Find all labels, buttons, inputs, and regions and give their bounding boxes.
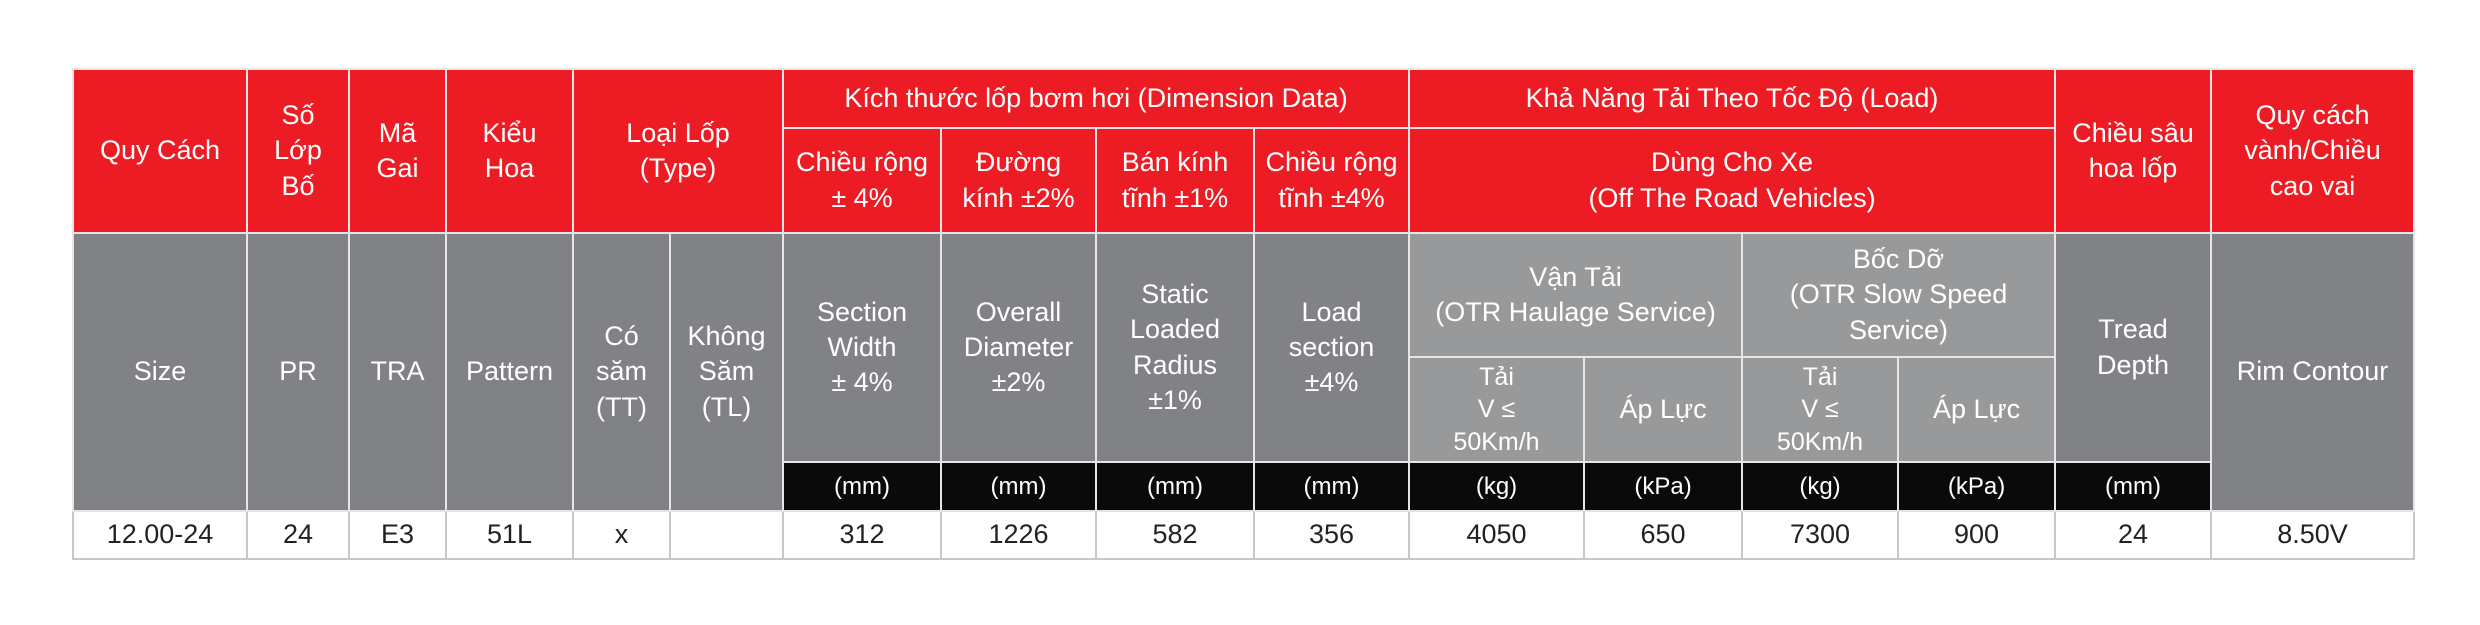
header-cell: Pattern [445,232,574,512]
header-cell: Bán kính tĩnh ±1% [1095,127,1256,234]
header-cell: Loại Lốp (Type) [571,68,785,234]
data-cell: 24 [246,510,350,560]
header-cell: Load section ±4% [1253,232,1411,463]
header-cell: (kg) [1741,461,1900,512]
header-cell: Có săm (TT) [572,232,671,512]
header-cell: (mm) [1095,461,1256,512]
header-cell: Áp Lực [1897,356,2057,463]
header-cell: Tải V ≤ 50Km/h [1408,356,1586,463]
header-cell: Đường kính ±2% [940,127,1098,234]
table-row: Size PR TRA Pattern Có săm (TT) Không Săm (TL… [72,232,2416,512]
data-cell: 12.00-24 [72,510,248,560]
header-cell: Overall Diameter ±2% [940,232,1098,463]
table-row: 12.00-24 24 E3 51L x 312 1226 582 356 4050 650 7300… [72,510,2416,560]
table-row: Quy Cách Số Lớp Bố Mã Gai Kiểu Hoa Loại Lốp … [72,68,2416,234]
header-cell: (kPa) [1897,461,2057,512]
header-cell: Section Width ± 4% [782,232,943,463]
table-row: Chiều rộng ± 4% Đường kính ±2% Bán kính tĩ… [73,127,2414,234]
header-cell: (mm) [2054,461,2213,512]
header-cell: Kiểu Hoa [445,68,574,234]
data-cell: 51L [445,510,574,560]
data-cell: 8.50V [2210,510,2416,560]
header-cell: (kg) [1408,461,1586,512]
data-cell [668,510,785,560]
header-cell: TRA [348,232,447,512]
header-cell: PR [246,232,350,512]
data-cell: 900 [1897,510,2057,560]
data-cell: 4050 [1408,510,1586,560]
header-cell: Bốc Dỡ (OTR Slow Speed Service) [1741,232,2057,358]
header-cell: Không Săm (TL) [668,232,785,512]
data-cell: 7300 [1741,510,1900,560]
header-cell: Chiều sâu hoa lốp [2054,68,2213,234]
header-cell: Kích thước lốp bơm hơi (Dimension Data) [782,68,1411,129]
header-cell: (kPa) [1583,461,1744,512]
data-cell: E3 [348,510,447,560]
data-cell: 24 [2054,510,2213,560]
data-cell: 582 [1095,510,1256,560]
data-cell: 312 [782,510,943,560]
header-cell: (mm) [782,461,943,512]
header-cell: Quy cách vành/Chiều cao vai [2210,68,2416,234]
table-row: Tải V ≤ 50Km/h Áp Lực Tải V ≤ 50Km/h Áp Lực [73,356,2414,463]
data-cell: 356 [1253,510,1411,560]
header-cell: (mm) [940,461,1098,512]
header-cell: Static Loaded Radius ±1% [1095,232,1256,463]
header-cell: Chiều rộng tĩnh ±4% [1253,127,1411,234]
table-body: Quy Cách Số Lớp Bố Mã Gai Kiểu Hoa Loại Lốp … [72,68,2416,560]
header-cell: Rim Contour [2210,232,2416,512]
header-cell: (mm) [1253,461,1411,512]
table-row: (mm) (mm) (mm) (mm) (kg) (kPa) (kg) (kPa) (mm) [73,461,2414,512]
header-cell: Vận Tải (OTR Haulage Service) [1408,232,1744,358]
data-cell: 1226 [940,510,1098,560]
header-cell: Áp Lực [1583,356,1744,463]
data-cell: x [572,510,671,560]
header-cell: Khả Năng Tải Theo Tốc Độ (Load) [1408,68,2057,129]
header-cell: Mã Gai [348,68,447,234]
header-cell: Size [72,232,248,512]
spec-table: Quy Cách Số Lớp Bố Mã Gai Kiểu Hoa Loại Lốp … [72,68,2416,560]
header-cell: Tread Depth [2054,232,2213,463]
header-cell: Tải V ≤ 50Km/h [1741,356,1900,463]
header-cell: Quy Cách [72,68,248,234]
header-cell: Số Lớp Bố [246,68,350,234]
header-cell: Dùng Cho Xe (Off The Road Vehicles) [1408,127,2057,234]
header-cell: Chiều rộng ± 4% [782,127,943,234]
data-cell: 650 [1583,510,1744,560]
